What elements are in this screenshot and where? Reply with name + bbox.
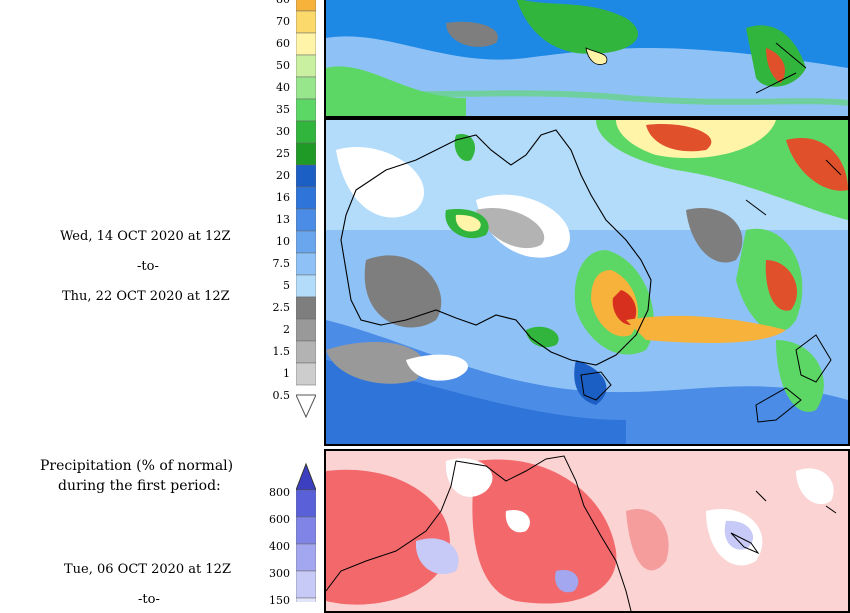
lower-title-line1: Precipitation (% of normal) [40, 458, 234, 474]
upper-colorbar-swatch [296, 32, 316, 56]
upper-colorbar-swatch [296, 340, 316, 364]
upper-colorbar-tick-label: 1.5 [272, 345, 291, 358]
upper-colorbar-tick-label: 0.5 [272, 389, 291, 402]
upper-colorbar-svg [296, 0, 316, 419]
upper-colorbar-tick-label: 16 [276, 191, 290, 204]
upper-colorbar-tick-label: 2.5 [272, 301, 291, 314]
precip-map-middle [326, 120, 848, 444]
lower-colorbar-tick-label: 800 [269, 486, 290, 499]
upper-colorbar-tick-label: 5 [283, 279, 290, 292]
upper-colorbar-tick-label: 2 [283, 323, 290, 336]
upper-colorbar-swatch [296, 252, 316, 276]
upper-colorbar-tick-label: 70 [276, 15, 290, 28]
upper-colorbar-swatch [296, 296, 316, 320]
upper-colorbar [296, 0, 316, 420]
upper-colorbar-tick-label: 35 [276, 103, 290, 116]
upper-colorbar-swatch [296, 120, 316, 144]
upper-colorbar-swatch [296, 186, 316, 210]
upper-colorbar-swatch [296, 230, 316, 254]
lower-title-line2: during the first period: [58, 478, 221, 494]
lower-colorbar [296, 462, 316, 602]
upper-colorbar-swatch [296, 54, 316, 78]
upper-date-start: Wed, 14 OCT 2020 at 12Z [60, 229, 231, 244]
upper-colorbar-swatch [296, 208, 316, 232]
upper-colorbar-tick-label: 7.5 [272, 257, 291, 270]
lower-colorbar-svg [296, 462, 316, 602]
upper-colorbar-swatch [296, 76, 316, 100]
upper-colorbar-tick-label: 13 [276, 213, 290, 226]
lower-colorbar-swatch [296, 597, 316, 602]
upper-colorbar-tick-label: 1 [283, 367, 290, 380]
upper-colorbar-tick-label: 25 [276, 147, 290, 160]
map-panel-top [324, 0, 850, 118]
upper-colorbar-swatch [296, 142, 316, 166]
upper-colorbar-swatch [296, 362, 316, 386]
lower-colorbar-end-triangle [296, 462, 316, 491]
upper-colorbar-tick-label: 10 [276, 235, 290, 248]
upper-colorbar-tick-label: 80 [250, 0, 290, 6]
lower-colorbar-tick-label: 400 [269, 540, 290, 553]
upper-colorbar-swatch [296, 98, 316, 122]
upper-date-end: Thu, 22 OCT 2020 at 12Z [62, 289, 230, 304]
lower-colorbar-tick-label: 150 [269, 594, 290, 607]
upper-colorbar-tick-label: 40 [276, 81, 290, 94]
upper-colorbar-tick-label: 50 [276, 59, 290, 72]
upper-colorbar-swatch [296, 318, 316, 342]
lower-colorbar-swatch [296, 516, 316, 545]
lower-colorbar-swatch [296, 543, 316, 572]
precip-map-top [326, 0, 848, 116]
upper-colorbar-end-triangle [296, 394, 316, 419]
upper-colorbar-swatch [296, 274, 316, 298]
upper-colorbar-swatch [296, 10, 316, 34]
anomaly-map-bottom [326, 451, 848, 611]
lower-date-start: Tue, 06 OCT 2020 at 12Z [64, 562, 231, 577]
upper-colorbar-tick-label: 30 [276, 125, 290, 138]
upper-colorbar-tick-label: 20 [276, 169, 290, 182]
upper-colorbar-swatch [296, 164, 316, 188]
lower-colorbar-tick-label: 600 [269, 513, 290, 526]
upper-colorbar-swatch [296, 0, 316, 12]
lower-colorbar-swatch [296, 489, 316, 518]
lower-colorbar-swatch [296, 570, 316, 599]
upper-colorbar-tick-label: 60 [276, 37, 290, 50]
upper-date-connector: -to- [137, 259, 159, 274]
map-panel-bottom [324, 449, 850, 613]
map-panel-middle [324, 118, 850, 446]
lower-colorbar-tick-label: 300 [269, 567, 290, 580]
